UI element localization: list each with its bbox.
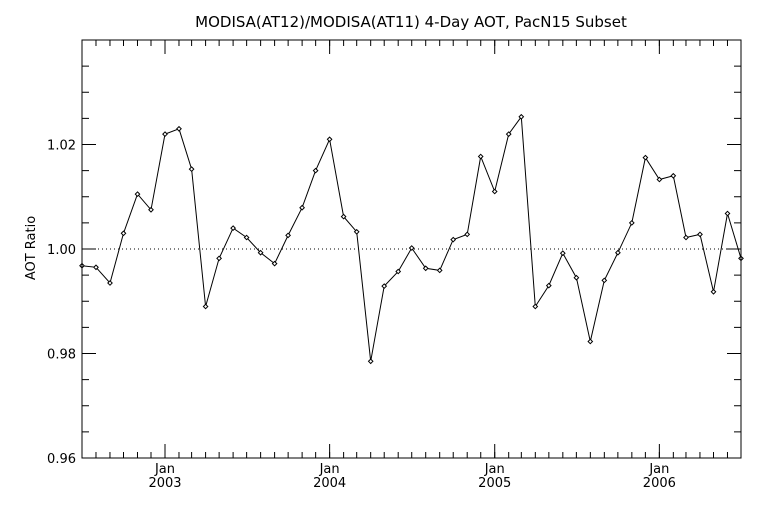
- x-tick-label-year: 2003: [148, 476, 181, 491]
- x-tick-label-year: 2005: [478, 476, 511, 491]
- data-point: [176, 125, 182, 132]
- data-point: [216, 255, 223, 262]
- data-point: [491, 188, 498, 195]
- plot-frame: [81, 39, 742, 459]
- data-point: [436, 267, 443, 274]
- data-point: [545, 282, 552, 289]
- x-tick-label-year: 2006: [643, 476, 676, 491]
- data-point: [697, 231, 703, 238]
- data-point: [285, 232, 292, 239]
- data-point: [107, 280, 113, 286]
- data-point: [601, 277, 608, 284]
- data-point: [381, 283, 388, 290]
- x-tick-label-month: Jan: [484, 462, 505, 477]
- data-point: [656, 176, 663, 183]
- data-point: [230, 225, 237, 232]
- y-tick-label: 0.98: [47, 348, 76, 363]
- data-point: [628, 219, 635, 226]
- data-point: [724, 210, 731, 217]
- data-point: [422, 265, 429, 272]
- x-tick-label-month: Jan: [319, 462, 340, 477]
- data-point: [271, 260, 278, 267]
- data-points: [79, 113, 744, 365]
- data-point: [367, 358, 374, 365]
- data-point: [614, 249, 621, 256]
- data-point: [395, 268, 402, 275]
- data-point: [148, 206, 154, 213]
- series-line: [81, 115, 742, 362]
- data-point: [683, 234, 689, 241]
- data-point: [450, 236, 457, 243]
- data-point: [532, 303, 539, 310]
- data-point: [408, 245, 415, 251]
- data-point: [587, 338, 594, 345]
- x-tick-label-month: Jan: [154, 462, 175, 477]
- data-point: [120, 230, 127, 237]
- data-point: [243, 234, 250, 241]
- x-tick-label-year: 2004: [313, 476, 346, 491]
- data-point: [202, 303, 209, 310]
- y-tick-label: 1.02: [47, 139, 76, 154]
- data-point: [573, 274, 580, 281]
- chart-title: MODISA(AT12)/MODISA(AT11) 4-Day AOT, Pac…: [195, 13, 627, 31]
- data-point: [477, 153, 484, 160]
- data-point: [670, 172, 677, 179]
- data-point: [518, 113, 525, 120]
- data-point: [505, 131, 512, 138]
- x-tick-label-month: Jan: [648, 462, 669, 477]
- data-point: [134, 191, 141, 198]
- data-point: [162, 131, 168, 138]
- data-point: [710, 288, 717, 295]
- data-point: [642, 154, 649, 161]
- data-point: [299, 204, 306, 211]
- data-point: [559, 250, 566, 257]
- y-tick-label: 0.96: [47, 452, 76, 467]
- data-point: [340, 213, 347, 220]
- axis-tick-labels: 0.960.981.001.02Jan2003Jan2004Jan2005Jan…: [47, 139, 676, 492]
- data-point: [93, 264, 99, 271]
- data-point: [188, 166, 195, 173]
- data-point: [353, 228, 360, 235]
- data-point: [464, 231, 471, 238]
- data-point: [326, 136, 333, 143]
- data-point: [312, 167, 319, 174]
- data-point: [257, 249, 264, 256]
- axis-ticks: [81, 39, 742, 459]
- y-axis-label: AOT Ratio: [24, 216, 39, 280]
- y-tick-label: 1.00: [47, 243, 76, 258]
